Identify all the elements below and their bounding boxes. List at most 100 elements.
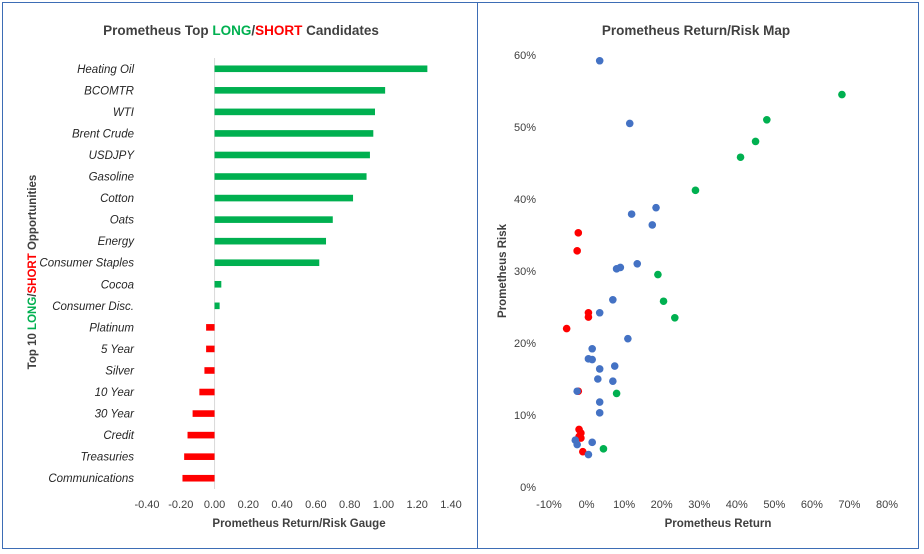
scatter-y-tick-label: 30%	[514, 266, 536, 278]
scatter-y-tick-label: 0%	[520, 482, 536, 494]
x-tick-label: 0.80	[339, 499, 360, 511]
scatter-point-other-5	[633, 260, 642, 268]
bar-chart-title: Prometheus Top LONG/SHORT Candidates	[103, 23, 379, 38]
scatter-point-other-18	[573, 387, 581, 396]
bar-0	[214, 65, 428, 73]
scatter-point-other-4	[648, 221, 657, 229]
bar-15	[199, 388, 215, 396]
scatter-point-other-24	[584, 450, 593, 459]
category-label: Brent Crude	[72, 128, 134, 140]
x-tick-label: 1.00	[373, 499, 394, 511]
scatter-point-short-1	[573, 247, 581, 255]
scatter-point-long-0	[838, 90, 846, 99]
scatter-plot-area: -10% 0% 10% 20% 30% 40% 50% 60% 70% 80%0%10%20%30…	[514, 50, 898, 511]
scatter-y-tick-label: 20%	[514, 338, 536, 350]
bar-5	[214, 173, 367, 180]
scatter-y-tick-label: 40%	[514, 194, 536, 206]
scatter-point-long-5	[654, 270, 662, 279]
scatter-point-other-0	[595, 56, 604, 65]
category-label: Energy	[98, 236, 136, 248]
bar-10	[214, 280, 222, 288]
scatter-point-other-15	[595, 365, 604, 373]
scatter-point-other-22	[573, 440, 581, 449]
x-tick-label: 1.20	[407, 499, 428, 511]
scatter-chart-x-axis-title: Prometheus Return	[665, 518, 772, 530]
category-label: 30 Year	[95, 409, 136, 421]
category-label: Treasuries	[81, 452, 135, 464]
category-label: Gasoline	[89, 172, 134, 184]
bar-14	[204, 367, 215, 374]
x-tick-label: 1.40	[440, 499, 461, 511]
scatter-y-tick-label: 50%	[514, 122, 536, 134]
category-label: 5 Year	[101, 344, 135, 356]
scatter-x-tick-label: 10%	[613, 499, 635, 511]
scatter-chart-title: Prometheus Return/Risk Map	[602, 23, 790, 38]
scatter-point-other-17	[609, 377, 617, 385]
bar-3	[214, 130, 374, 137]
bar-6	[214, 194, 354, 202]
scatter-point-other-13	[588, 355, 596, 364]
scatter-point-short-0	[574, 229, 583, 237]
scatter-point-other-10	[624, 334, 632, 343]
x-tick-label: -0.40	[134, 499, 159, 511]
bar-1	[214, 87, 386, 94]
scatter-point-long-4	[691, 186, 700, 195]
scatter-point-other-20	[595, 409, 604, 417]
scatter-point-long-2	[751, 137, 760, 146]
bar-17	[187, 431, 215, 439]
scatter-point-other-1	[625, 119, 634, 128]
x-tick-label: -0.20	[168, 499, 193, 511]
scatter-x-tick-label: 80%	[876, 499, 898, 511]
bar-16	[192, 410, 215, 417]
category-label: Cotton	[100, 193, 134, 205]
scatter-x-tick-label: 50%	[763, 499, 785, 511]
scatter-point-other-14	[610, 362, 619, 370]
category-label: WTI	[113, 107, 135, 119]
scatter-point-other-19	[595, 398, 604, 406]
bar-4	[214, 151, 370, 159]
scatter-point-short-3	[584, 313, 593, 321]
category-label: Consumer Staples	[39, 258, 134, 270]
scatter-point-short-10	[579, 447, 587, 456]
scatter-point-long-9	[599, 445, 608, 453]
scatter-point-other-11	[588, 344, 596, 353]
bar-18	[184, 453, 215, 460]
scatter-y-tick-label: 60%	[514, 50, 536, 62]
category-label: USDJPY	[89, 150, 136, 162]
bar-plot-area: Heating Oil BCOMTR WTI Brent Crude USDJPY Gas…	[39, 58, 462, 511]
bar-7	[214, 216, 333, 223]
bar-19	[182, 474, 215, 482]
scatter-x-tick-label: 0%	[579, 499, 595, 511]
scatter-x-tick-label: 60%	[801, 499, 823, 511]
scatter-x-tick-label: 70%	[838, 499, 860, 511]
scatter-point-short-4	[562, 324, 571, 333]
scatter-point-other-7	[612, 265, 621, 273]
scatter-x-tick-label: -10%	[536, 499, 562, 511]
scatter-point-other-8	[609, 296, 617, 304]
bar-13	[206, 345, 215, 353]
bar-2	[214, 108, 375, 116]
scatter-x-tick-label: 20%	[651, 499, 673, 511]
category-label: Oats	[110, 215, 135, 227]
x-tick-label: 0.60	[305, 499, 326, 511]
bar-chart-x-axis-title: Prometheus Return/Risk Gauge	[212, 518, 385, 530]
category-label: Communications	[48, 473, 134, 485]
scatter-point-other-23	[588, 438, 596, 447]
x-tick-label: 0.00	[204, 499, 225, 511]
scatter-point-long-8	[612, 389, 621, 398]
scatter-point-long-6	[659, 297, 668, 306]
scatter-point-other-9	[595, 308, 604, 317]
category-label: Credit	[103, 430, 134, 442]
category-label: BCOMTR	[84, 85, 134, 97]
category-label: Platinum	[89, 322, 134, 334]
bar-chart-y-axis-title: Top 10 LONG/SHORT Opportunities	[27, 175, 39, 370]
x-tick-label: 0.40	[271, 499, 292, 511]
scatter-y-tick-label: 10%	[514, 410, 536, 422]
bar-12	[206, 324, 215, 331]
category-label: Cocoa	[101, 279, 134, 291]
bar-8	[214, 237, 327, 245]
category-label: Silver	[105, 365, 135, 377]
bar-9	[214, 259, 320, 267]
scatter-point-long-7	[671, 314, 679, 322]
